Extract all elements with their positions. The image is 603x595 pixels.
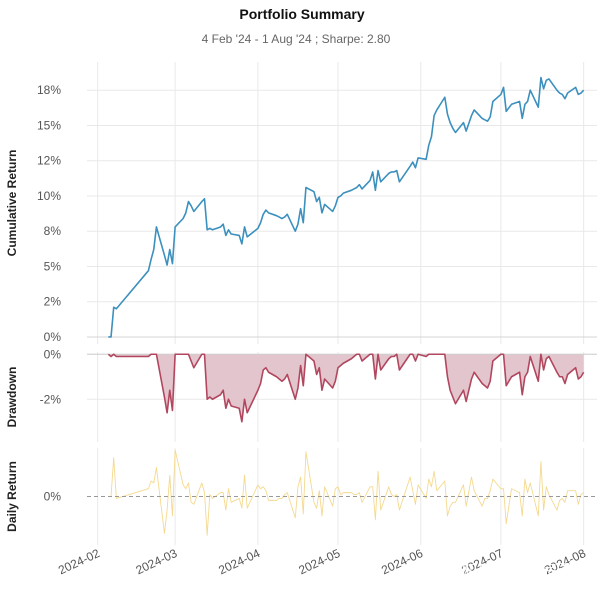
y-axis-title: Cumulative Return [5, 150, 19, 257]
cumulative-return-panel: 0% 2% 5% 8% 10% 12% 15% 18% Cumulative Return [5, 62, 597, 344]
watermark: 知乎 @余睦宗寻 [462, 561, 572, 579]
y-tick-label: 5% [44, 259, 62, 273]
x-tick-label: 2024-03 [134, 546, 180, 577]
y-axis-title: Drawdown [5, 367, 19, 428]
drawdown-line [107, 353, 585, 423]
daily-return-line [108, 449, 584, 536]
y-tick-label: -2% [40, 392, 62, 406]
x-tick-label: 2024-06 [379, 546, 425, 577]
y-tick-label: 2% [44, 295, 62, 309]
cumulative-return-line [108, 76, 585, 338]
chart-subtitle: 4 Feb '24 - 1 Aug '24 ; Sharpe: 2.80 [202, 32, 391, 46]
y-tick-label: 0% [44, 347, 62, 361]
chart-title: Portfolio Summary [239, 6, 364, 22]
y-tick-label: 8% [44, 224, 62, 238]
y-tick-label: 18% [37, 83, 61, 97]
drawdown-panel: 0% -2% Drawdown [5, 347, 597, 442]
y-tick-label: 12% [37, 154, 61, 168]
y-tick-label: 15% [37, 118, 61, 132]
x-tick-label: 2024-02 [56, 546, 102, 577]
y-tick-label: 0% [44, 330, 62, 344]
drawdown-area [108, 354, 584, 422]
x-tick-label: 2024-04 [216, 546, 262, 577]
y-tick-label: 0% [44, 490, 62, 504]
y-tick-label: 10% [37, 189, 61, 203]
daily-return-panel: 0% Daily Return [5, 448, 597, 545]
y-axis-title: Daily Return [5, 461, 19, 532]
x-tick-label: 2024-05 [296, 546, 342, 577]
